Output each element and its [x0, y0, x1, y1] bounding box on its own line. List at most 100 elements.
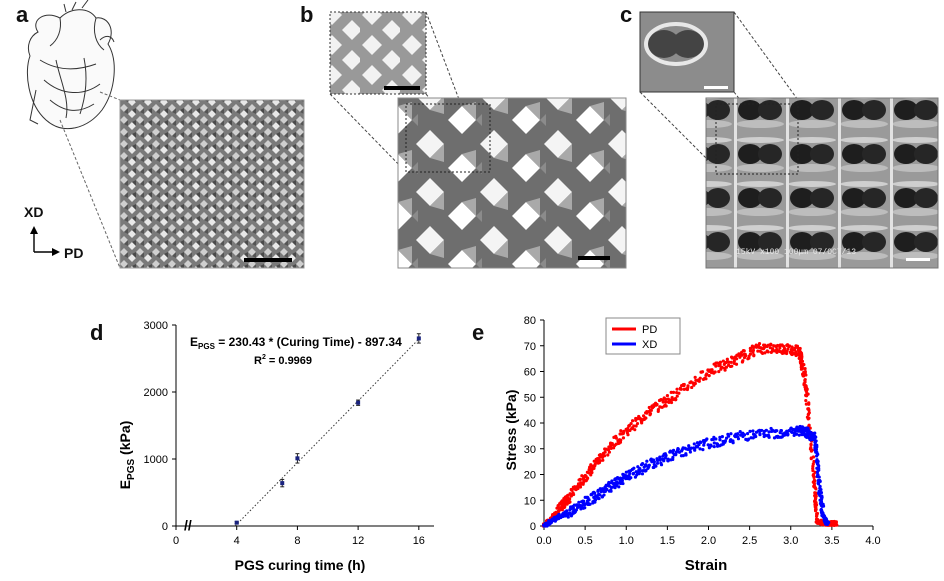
chart-e-point-xd [699, 440, 703, 445]
chart-e-point-pd [813, 486, 818, 490]
chart-e-point-xd [698, 447, 702, 451]
chart-e-point-xd [814, 435, 818, 439]
chart-e-point-pd [632, 424, 636, 428]
chart-e-point-pd [664, 397, 668, 401]
chart-d-equation: EPGS = 230.43 * (Curing Time) - 897.34 [190, 335, 402, 351]
chart-e-point-xd [663, 456, 668, 460]
chart-e-point-xd [709, 443, 713, 447]
chart-d-axis-break: // [184, 517, 192, 533]
chart-e-point-pd [664, 400, 668, 404]
chart-e-point-pd [647, 405, 651, 410]
chart-e-point-pd [763, 351, 767, 355]
chart-e-point-pd [734, 362, 739, 366]
chart-d-xtick-label: 4 [234, 535, 240, 547]
chart-e-point-xd [739, 433, 743, 437]
chart-e-point-pd [690, 385, 694, 390]
chart-e-point-xd [620, 479, 624, 483]
chart-e-point-pd [598, 459, 602, 463]
chart-e-point-pd [713, 370, 717, 374]
chart-e-point-pd [634, 424, 638, 428]
chart-e-point-xd [668, 449, 673, 453]
chart-e-point-xd [617, 485, 621, 489]
chart-e-ytick-label: 10 [524, 495, 536, 507]
chart-e-xtick-label: 1.0 [619, 535, 634, 547]
chart-e-point-pd [626, 433, 630, 437]
panel-c-inset [639, 11, 735, 93]
chart-e-point-pd [769, 343, 773, 347]
chart-e-point-xd [814, 447, 819, 451]
chart-e-point-pd [629, 421, 633, 426]
chart-e-point-pd [732, 359, 736, 363]
chart-e-point-pd [569, 494, 573, 498]
chart-e-point-xd [764, 428, 768, 432]
chart-e-point-xd [820, 494, 824, 498]
chart-d-point [356, 400, 361, 405]
chart-e-point-xd [817, 482, 821, 486]
chart-d-ytick-label: 0 [162, 521, 168, 533]
chart-e-xtick-label: 2.5 [742, 535, 757, 547]
chart-e-point-pd [701, 377, 706, 381]
chart-e-point-pd [743, 354, 748, 358]
chart-e-ytick-label: 50 [524, 392, 536, 404]
chart-e-point-pd [810, 448, 814, 452]
chart-e-point-xd [688, 450, 692, 454]
chart-e-point-xd [745, 431, 750, 436]
chart-e-point-xd [621, 481, 625, 486]
chart-e-point-xd [714, 437, 718, 441]
chart-d-point [234, 520, 239, 525]
chart-e-point-xd [597, 496, 601, 501]
chart-e-point-pd [592, 466, 596, 470]
chart-d-xtick-label: 16 [413, 535, 425, 547]
chart-e-point-xd [820, 508, 824, 513]
chart-e-point-pd [578, 477, 582, 482]
chart-e-point-pd [741, 359, 745, 363]
chart-e-point-pd [671, 390, 676, 394]
chart-e-point-pd [614, 436, 618, 440]
chart-e-xtick-label: 0.5 [577, 535, 592, 547]
chart-e-point-pd [756, 349, 760, 353]
chart-e-point-pd [571, 492, 576, 497]
chart-d-point [295, 456, 300, 461]
chart-e-point-pd [806, 407, 811, 411]
chart-e-point-pd [566, 493, 570, 497]
axis-label-xd: XD [24, 204, 44, 220]
panel-a-graphic [26, 0, 305, 269]
panel-a-scale-bar [244, 258, 292, 262]
chart-e-point-xd [792, 433, 796, 438]
chart-e-point-xd [758, 432, 762, 436]
chart-e-point-xd [607, 481, 612, 485]
chart-e-point-pd [664, 404, 668, 408]
chart-e-point-xd [581, 499, 585, 503]
legend-pd-label: PD [642, 324, 657, 336]
chart-e-point-pd [799, 351, 804, 355]
chart-e-point-pd [834, 522, 838, 526]
chart-e-point-xd [616, 481, 620, 485]
chart-e-point-pd [786, 347, 790, 351]
chart-e-point-pd [697, 379, 701, 383]
chart-d-xlabel: PGS curing time (h) [235, 557, 366, 573]
panel-d-letter: d [90, 320, 104, 345]
chart-e-point-xd [729, 432, 733, 436]
chart-e-point-xd [645, 459, 649, 463]
chart-e-point-xd [718, 438, 722, 442]
chart-e-point-pd [560, 508, 564, 512]
chart-e-point-pd [578, 485, 583, 489]
panel-a-lattice-image [119, 99, 305, 269]
chart-e-point-xd [638, 467, 642, 471]
chart-e-point-pd [633, 428, 637, 432]
chart-e-point-pd [800, 367, 804, 371]
chart-e-legend: PD XD [605, 317, 681, 355]
chart-e-point-pd [809, 442, 813, 446]
chart-e-point-pd [807, 402, 811, 406]
chart-e-point-pd [738, 355, 742, 359]
chart-e-point-xd [767, 430, 771, 434]
panel-b-graphic [329, 11, 627, 269]
chart-e-point-pd [814, 494, 818, 498]
chart-e-point-pd [626, 426, 630, 431]
chart-e-point-xd [658, 458, 662, 462]
chart-e-point-xd [609, 489, 613, 493]
chart-e-point-xd [583, 495, 587, 499]
chart-e-point-xd [797, 433, 801, 437]
chart-e-point-pd [659, 398, 663, 402]
chart-e-point-xd [766, 433, 770, 437]
